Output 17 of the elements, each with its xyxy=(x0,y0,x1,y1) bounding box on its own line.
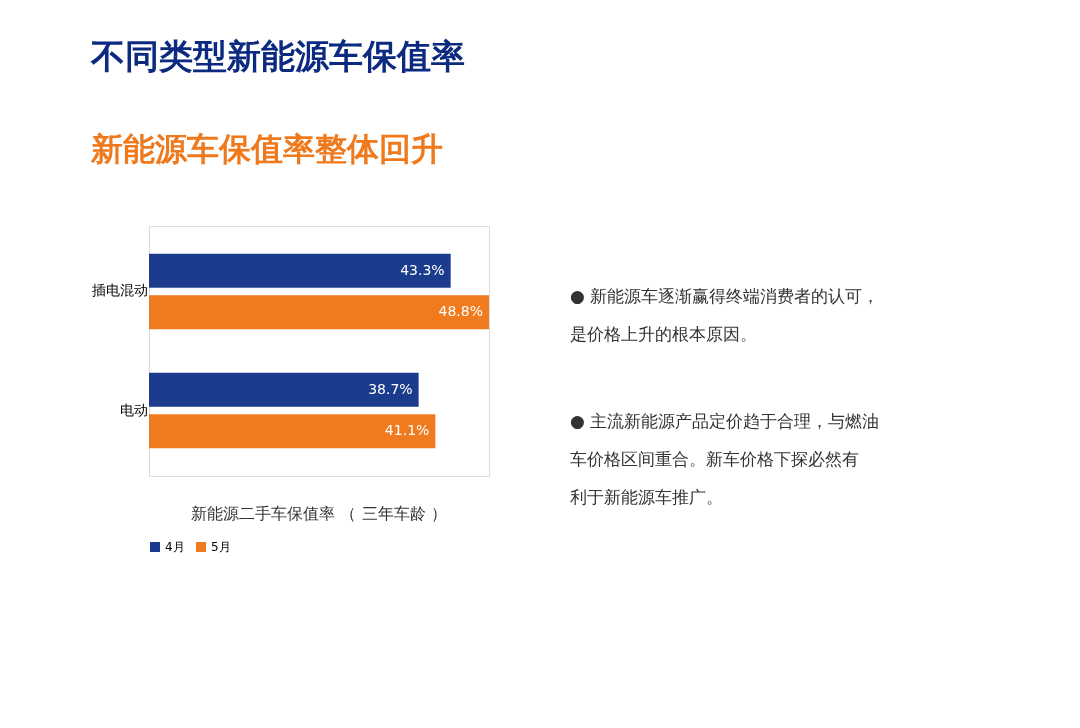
chart-title: 不同类型新能源车保值率 xyxy=(89,35,465,76)
text: ● 主流新能源产品定价趋于合理，与燃油车价格区间重合。新车价格下探必然有利于新能源车推广。 xyxy=(570,410,880,507)
data-label: 48.8% xyxy=(438,303,483,320)
text: ● 新能源车逐渐赢得终端消费者的认可，是价格上升的根本原因。 xyxy=(570,285,880,344)
bar xyxy=(149,253,451,288)
legend-label: 5月 xyxy=(211,540,231,554)
data-label: 38.7% xyxy=(368,380,413,397)
legend-label: 4月 xyxy=(165,540,185,554)
text: 新能源二手车保值率 （ 三年车龄 ） xyxy=(191,504,447,523)
data-label: 43.3% xyxy=(400,261,445,278)
bar xyxy=(149,372,419,407)
bar xyxy=(149,295,489,330)
y-tick-label: 电动 xyxy=(119,401,148,418)
y-tick-label: 插电混动 xyxy=(91,282,148,299)
data-label: 41.1% xyxy=(384,422,430,439)
bar xyxy=(149,414,436,449)
chart-subtitle: 新能源车保值率整体回升 xyxy=(89,129,443,168)
